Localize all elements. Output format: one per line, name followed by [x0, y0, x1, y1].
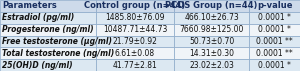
Bar [0, 24, 96, 36]
Bar [96, 0, 174, 12]
Text: Control group (n=44): Control group (n=44) [84, 1, 186, 10]
Bar [0, 47, 96, 59]
Bar [174, 36, 249, 47]
Bar [0, 12, 96, 24]
Bar [96, 12, 174, 24]
Bar [174, 59, 249, 71]
Text: 23.02±2.03: 23.02±2.03 [189, 61, 234, 70]
Text: 0.0001 *: 0.0001 * [258, 25, 291, 34]
Text: 0.0001 *: 0.0001 * [258, 13, 291, 22]
Text: 0.0001 **: 0.0001 ** [256, 37, 293, 46]
Text: 1485.80±76.09: 1485.80±76.09 [105, 13, 165, 22]
Text: 41.77±2.81: 41.77±2.81 [112, 61, 158, 70]
Bar [249, 24, 300, 36]
Bar [249, 0, 300, 12]
Bar [0, 36, 96, 47]
Bar [96, 36, 174, 47]
Bar [174, 12, 249, 24]
Text: p-value: p-value [257, 1, 292, 10]
Bar [174, 24, 249, 36]
Text: 50.73±0.70: 50.73±0.70 [189, 37, 234, 46]
Text: Free testosterone (µg/ml): Free testosterone (µg/ml) [2, 37, 112, 46]
Bar [0, 59, 96, 71]
Text: 0.0001 *: 0.0001 * [258, 61, 291, 70]
Text: 466.10±26.73: 466.10±26.73 [184, 13, 239, 22]
Bar [174, 47, 249, 59]
Text: 0.0001 **: 0.0001 ** [256, 49, 293, 58]
Text: 6.61±0.08: 6.61±0.08 [115, 49, 155, 58]
Bar [249, 36, 300, 47]
Text: PCOS Group (n=44): PCOS Group (n=44) [165, 1, 258, 10]
Text: 7660.98±125.00: 7660.98±125.00 [179, 25, 244, 34]
Bar [249, 59, 300, 71]
Text: 21.79±0.92: 21.79±0.92 [112, 37, 158, 46]
Bar [96, 47, 174, 59]
Text: 10487.71±44.73: 10487.71±44.73 [103, 25, 167, 34]
Bar [249, 47, 300, 59]
Text: Estradiol (pg/ml): Estradiol (pg/ml) [2, 13, 75, 22]
Text: 25(OH)D (ng/ml): 25(OH)D (ng/ml) [2, 61, 73, 70]
Bar [96, 59, 174, 71]
Bar [174, 0, 249, 12]
Text: Parameters: Parameters [2, 1, 57, 10]
Text: Total testosterone (ng/ml): Total testosterone (ng/ml) [2, 49, 115, 58]
Bar [96, 24, 174, 36]
Text: 14.31±0.30: 14.31±0.30 [189, 49, 234, 58]
Bar [0, 0, 96, 12]
Bar [249, 12, 300, 24]
Text: Progesterone (ng/ml): Progesterone (ng/ml) [2, 25, 94, 34]
